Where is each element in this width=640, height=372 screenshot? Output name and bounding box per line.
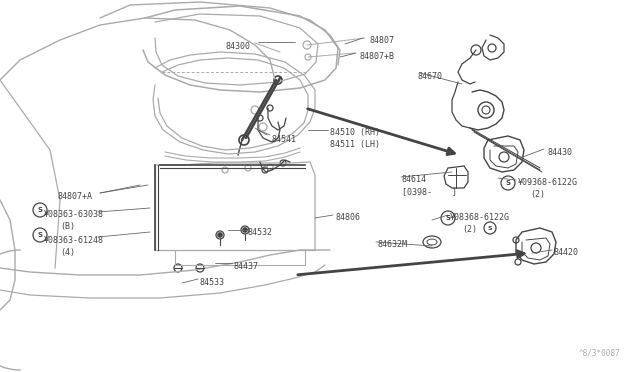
Text: ^8/3*0087: ^8/3*0087 (579, 349, 620, 358)
Text: ¥08363-61248: ¥08363-61248 (44, 236, 104, 245)
Text: 84807+A: 84807+A (58, 192, 93, 201)
Text: 84533: 84533 (200, 278, 225, 287)
Text: S: S (38, 207, 42, 213)
Text: 84430: 84430 (548, 148, 573, 157)
Text: 84510 (RH): 84510 (RH) (330, 128, 380, 137)
Text: 84420: 84420 (554, 248, 579, 257)
Text: 84807+B: 84807+B (360, 52, 395, 61)
Circle shape (243, 228, 247, 232)
Text: 84541: 84541 (272, 135, 297, 144)
Text: 84532: 84532 (248, 228, 273, 237)
Text: 84614: 84614 (402, 175, 427, 184)
Text: ¥08368-6122G: ¥08368-6122G (450, 213, 510, 222)
Text: (2): (2) (462, 225, 477, 234)
Text: (2): (2) (530, 190, 545, 199)
Text: ¥09368-6122G: ¥09368-6122G (518, 178, 578, 187)
Text: (B): (B) (60, 222, 75, 231)
Text: 84807: 84807 (370, 36, 395, 45)
Text: S: S (506, 180, 511, 186)
Circle shape (218, 233, 222, 237)
Text: 84437: 84437 (234, 262, 259, 271)
Text: S: S (38, 232, 42, 238)
Text: S: S (445, 215, 451, 221)
Text: S: S (488, 225, 492, 231)
Text: (4): (4) (60, 248, 75, 257)
Text: 84670: 84670 (418, 72, 443, 81)
Text: ¥08363-63038: ¥08363-63038 (44, 210, 104, 219)
Text: 84806: 84806 (335, 213, 360, 222)
Text: 84511 (LH): 84511 (LH) (330, 140, 380, 149)
Text: 84632M: 84632M (378, 240, 408, 249)
Text: 84300: 84300 (225, 42, 250, 51)
Text: [0398-    ]: [0398- ] (402, 187, 457, 196)
